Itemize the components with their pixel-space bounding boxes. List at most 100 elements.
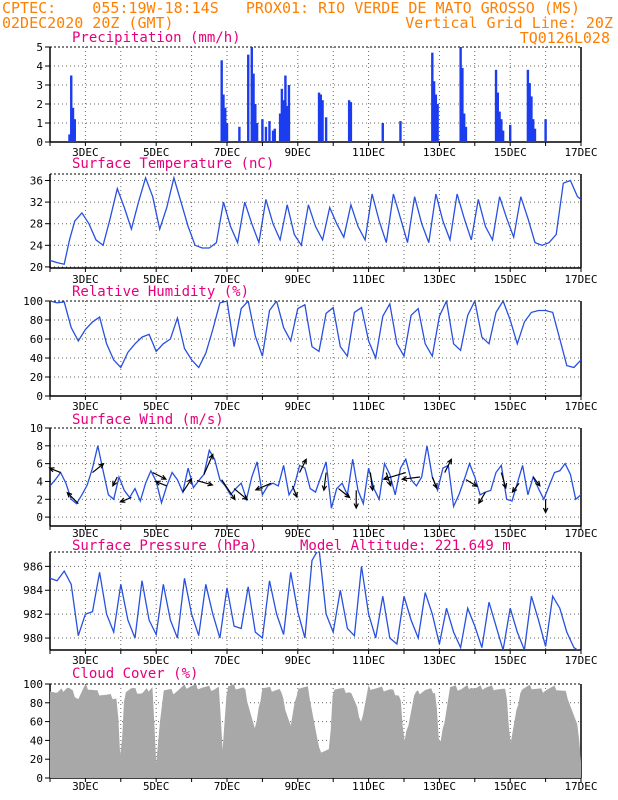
precip-bar [533,128,537,142]
x-tick-label: 7DEC [214,780,241,793]
precip-bar [224,107,227,142]
y-tick-label: 1 [36,117,43,130]
x-tick-label: 11DEC [352,400,385,413]
y-tick-label: 32 [30,196,43,209]
y-tick-label: 0 [36,136,43,149]
wind-arrow [152,472,168,480]
precip-bar [282,100,285,142]
wind-arrow [385,472,392,488]
y-tick-label: 60 [30,333,43,346]
x-tick-label: 9DEC [285,527,312,540]
precip-bar [268,121,271,142]
precip-bar [254,104,257,142]
precip-bar [287,85,291,142]
x-tick-label: 9DEC [285,780,312,793]
precip-bar [271,130,275,142]
x-tick-label: 5DEC [143,273,170,286]
precip-bar [73,119,76,142]
y-tick-label: 28 [30,218,43,231]
x-tick-label: 13DEC [423,654,456,667]
x-tick-label: 11DEC [352,654,385,667]
x-tick-label: 15DEC [494,273,527,286]
precip-bar [71,107,75,142]
x-tick-label: 5DEC [143,527,170,540]
x-tick-label: 7DEC [214,527,241,540]
y-tick-label: 60 [30,716,43,729]
precip-bar [324,117,328,142]
y-tick-label: 0 [36,390,43,403]
precip-bar [264,126,268,142]
y-tick-label: 80 [30,314,43,327]
x-tick-label: 9DEC [285,273,312,286]
x-tick-label: 3DEC [72,273,99,286]
rh-panel: 0 20 40 60 80 100 3DEC 5DEC 7DEC 9DEC 11DEC 13DEC 15… [23,284,597,413]
precip-bar [462,113,466,142]
precip-bar [498,111,501,142]
y-tick-label: 80 [30,697,43,710]
x-tick-label: 17DEC [564,654,597,667]
x-tick-label: 7DEC [214,400,241,413]
y-tick-label: 0 [36,772,43,785]
wind-arrow [353,490,359,510]
y-tick-label: 984 [23,584,43,597]
precip-bar [222,94,225,142]
y-tick-label: 20 [30,261,43,274]
y-tick-label: 100 [23,295,43,308]
precip-bar [280,88,284,142]
y-tick-label: 4 [36,475,43,488]
wind-arrow [92,462,105,474]
x-tick-label: 13DEC [423,780,456,793]
y-tick-label: 10 [30,422,43,435]
x-tick-label: 13DEC [423,527,456,540]
x-tick-label: 17DEC [564,527,597,540]
y-tick-label: 24 [30,239,44,252]
wind-arrow [112,476,118,488]
wind-arrow [532,476,541,487]
temp-panel: 20 24 28 32 36 3DEC 5DEC 7DEC 9DEC 11DEC 13DEC 15DE… [30,156,598,286]
x-tick-label: 17DEC [564,273,597,286]
wind-arrow [154,480,168,487]
wind-arrow [369,472,375,492]
y-tick-label: 36 [30,174,43,187]
precip-bar [464,126,468,142]
rh-series-line [50,301,581,369]
x-tick-label: 15DEC [494,654,527,667]
wind-arrow [431,476,438,490]
x-tick-label: 5DEC [143,146,170,159]
precip-bar [252,73,255,142]
wind-series-line [50,445,581,509]
x-tick-label: 7DEC [214,273,241,286]
y-tick-label: 4 [36,60,43,73]
precip-bar [436,104,439,142]
model-id: TQ0126L028 [519,29,610,47]
wind-arrow [465,479,479,487]
y-tick-label: 20 [30,371,43,384]
x-tick-label: 7DEC [214,146,241,159]
precip-bar [494,69,498,142]
precip-panel: 0 1 2 3 4 5 3DEC 5DEC 7DEC 9DEC 11DEC 13DEC 15DEC 17D… [36,30,597,159]
cloud-cover-area [50,684,581,778]
y-tick-label: 2 [36,493,43,506]
precip-bar [220,60,223,142]
precip-bar [496,92,500,142]
wind-arrow [233,488,249,501]
y-tick-label: 40 [30,352,43,365]
precip-bar [399,121,402,142]
precip-bar [255,123,259,142]
y-tick-label: 40 [30,734,43,747]
x-tick-label: 5DEC [143,780,170,793]
y-tick-label: 2 [36,98,43,111]
cloud-title: Cloud Cover (%) [72,666,198,682]
pressure-series-line [50,552,579,650]
x-tick-label: 13DEC [423,273,456,286]
x-tick-label: 11DEC [352,527,385,540]
x-tick-label: 3DEC [72,780,99,793]
precip-bar [431,52,434,143]
x-tick-label: 9DEC [285,146,312,159]
y-tick-label: 0 [36,511,43,524]
x-tick-label: 17DEC [564,400,597,413]
wind-arrow [338,488,351,499]
wind-arrow [196,479,214,487]
precip-bar [500,119,503,142]
wind-arrow [66,491,79,505]
